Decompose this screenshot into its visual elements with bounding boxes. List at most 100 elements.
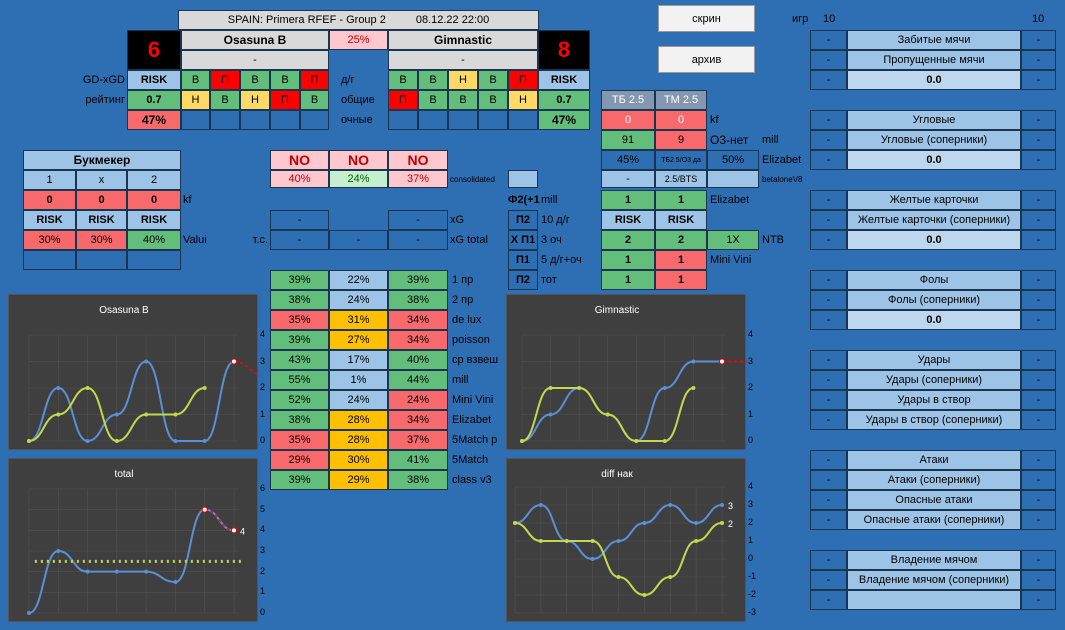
- y-tick-label: 1: [748, 535, 754, 545]
- stat-away-value: -: [1021, 350, 1056, 370]
- away-direct: 47%: [538, 110, 590, 130]
- stat-away-value: -: [1021, 390, 1056, 410]
- league-title: SPAIN: Primera RFEF - Group 2: [227, 14, 386, 26]
- screen-button[interactable]: скрин: [658, 5, 755, 32]
- stat-label: Атаки (соперники): [847, 470, 1021, 490]
- data-point: [691, 386, 696, 390]
- prediction-cell: 39%: [270, 270, 329, 290]
- data-point: [694, 539, 699, 543]
- prediction-label: 1 пр: [452, 274, 474, 286]
- tb-kf: 0: [601, 110, 655, 130]
- away-ov-2: В: [418, 90, 448, 110]
- home-direct-empty: [300, 110, 329, 130]
- stat-label: Опасные атаки (соперники): [847, 510, 1021, 530]
- home-direct-empty: [210, 110, 240, 130]
- data-point: [144, 359, 149, 364]
- prediction-cell: 38%: [270, 410, 329, 430]
- prediction-cell: 1%: [329, 370, 388, 390]
- p3och-label: 3 оч: [541, 234, 562, 246]
- stat-home-value: -: [810, 150, 847, 170]
- home-score: 6: [127, 30, 181, 70]
- bk-kf-1: 0: [23, 190, 76, 210]
- home-direct: 47%: [127, 110, 181, 130]
- f2-label: Ф2(+1: [508, 194, 540, 206]
- prediction-cell: 35%: [270, 310, 329, 330]
- stat-away-value: -: [1021, 450, 1056, 470]
- archive-button[interactable]: архив: [658, 46, 755, 73]
- home-ov-3: Н: [240, 90, 270, 110]
- prediction-label: Mini Vini: [452, 394, 494, 406]
- kf2-label: kf: [710, 114, 719, 126]
- stat-home-value: -: [810, 130, 847, 150]
- prediction-label: Elizabet: [452, 414, 492, 426]
- stat-away-value: -: [1021, 190, 1056, 210]
- data-point: [691, 359, 696, 364]
- stat-home-value: -: [810, 490, 847, 510]
- data-point: [114, 412, 119, 417]
- xg-total-home: -: [270, 230, 329, 250]
- xg-away: -: [388, 210, 448, 230]
- f2-away: 1: [655, 190, 707, 210]
- prediction-cell: 27%: [329, 330, 388, 350]
- p1-5-label: 5 д/г+оч: [541, 254, 582, 266]
- p1-home: 1: [601, 250, 655, 270]
- y-tick-label: 1: [748, 408, 754, 419]
- stat-home-value: -: [810, 310, 847, 330]
- match-header: SPAIN: Primera RFEF - Group 2 08.12.22 2…: [178, 10, 539, 30]
- data-point: [520, 439, 524, 443]
- f2-home: 1: [601, 190, 655, 210]
- stat-home-value: -: [810, 350, 847, 370]
- mill-tb: 91: [601, 130, 655, 150]
- prediction-cell: 39%: [270, 330, 329, 350]
- games-label: игр: [792, 13, 809, 25]
- prediction-cell: 41%: [388, 450, 448, 470]
- data-point: [720, 503, 724, 507]
- stat-away-value: -: [1021, 290, 1056, 310]
- data-label: 2: [728, 519, 733, 529]
- y-tick-label: 3: [260, 355, 266, 366]
- chart-home: Osasuna B2.5: [8, 294, 259, 450]
- bk-empty: [127, 250, 181, 270]
- data-point: [564, 539, 569, 543]
- stat-away-value: -: [1021, 590, 1056, 610]
- prediction-cell: 22%: [329, 270, 388, 290]
- home-risk: RISK: [127, 70, 181, 90]
- mill-label: mill: [541, 194, 558, 206]
- data-point: [202, 439, 207, 443]
- home-ov-2: В: [210, 90, 240, 110]
- no-label-2: NO: [329, 150, 388, 170]
- y-tick-label: 4: [260, 524, 266, 535]
- stat-label: Фолы: [847, 270, 1021, 290]
- stat-away-value: -: [1021, 50, 1056, 70]
- bts-3: [707, 170, 759, 188]
- data-point: [616, 575, 621, 579]
- p2-risk-home: RISK: [601, 210, 655, 230]
- data-point: [513, 521, 517, 525]
- data-point: [538, 503, 543, 507]
- data-point: [56, 386, 61, 390]
- xg-label: xG: [450, 214, 465, 226]
- stat-label: Угловые (соперники): [847, 130, 1021, 150]
- stat-label: Фолы (соперники): [847, 290, 1021, 310]
- away-ov-5: Н: [508, 90, 538, 110]
- data-point: [662, 386, 667, 390]
- stat-home-value: -: [810, 230, 847, 250]
- prediction-cell: 28%: [329, 410, 388, 430]
- prediction-label: 5Match: [452, 454, 489, 466]
- bts-2: 2.5/BTS: [655, 170, 707, 188]
- y-tick-label: 2: [748, 382, 754, 392]
- tot-label: тот: [541, 274, 557, 286]
- stat-home-value: -: [810, 290, 847, 310]
- stat-home-value: -: [810, 550, 847, 570]
- valui-label: Valui: [183, 234, 207, 246]
- tm-header: ТМ 2.5: [655, 90, 707, 110]
- xg-total-away: -: [388, 230, 448, 250]
- stat-total: 0.0: [847, 70, 1021, 90]
- prediction-cell: 24%: [388, 390, 448, 410]
- no-pct-3: 37%: [388, 170, 448, 188]
- chart-diff: diff нак 3 2: [506, 458, 746, 622]
- data-point: [231, 527, 237, 534]
- stat-label: Удары в створ (соперники): [847, 410, 1021, 430]
- bk-kf-x: 0: [76, 190, 127, 210]
- home-team-sub: -: [181, 50, 329, 70]
